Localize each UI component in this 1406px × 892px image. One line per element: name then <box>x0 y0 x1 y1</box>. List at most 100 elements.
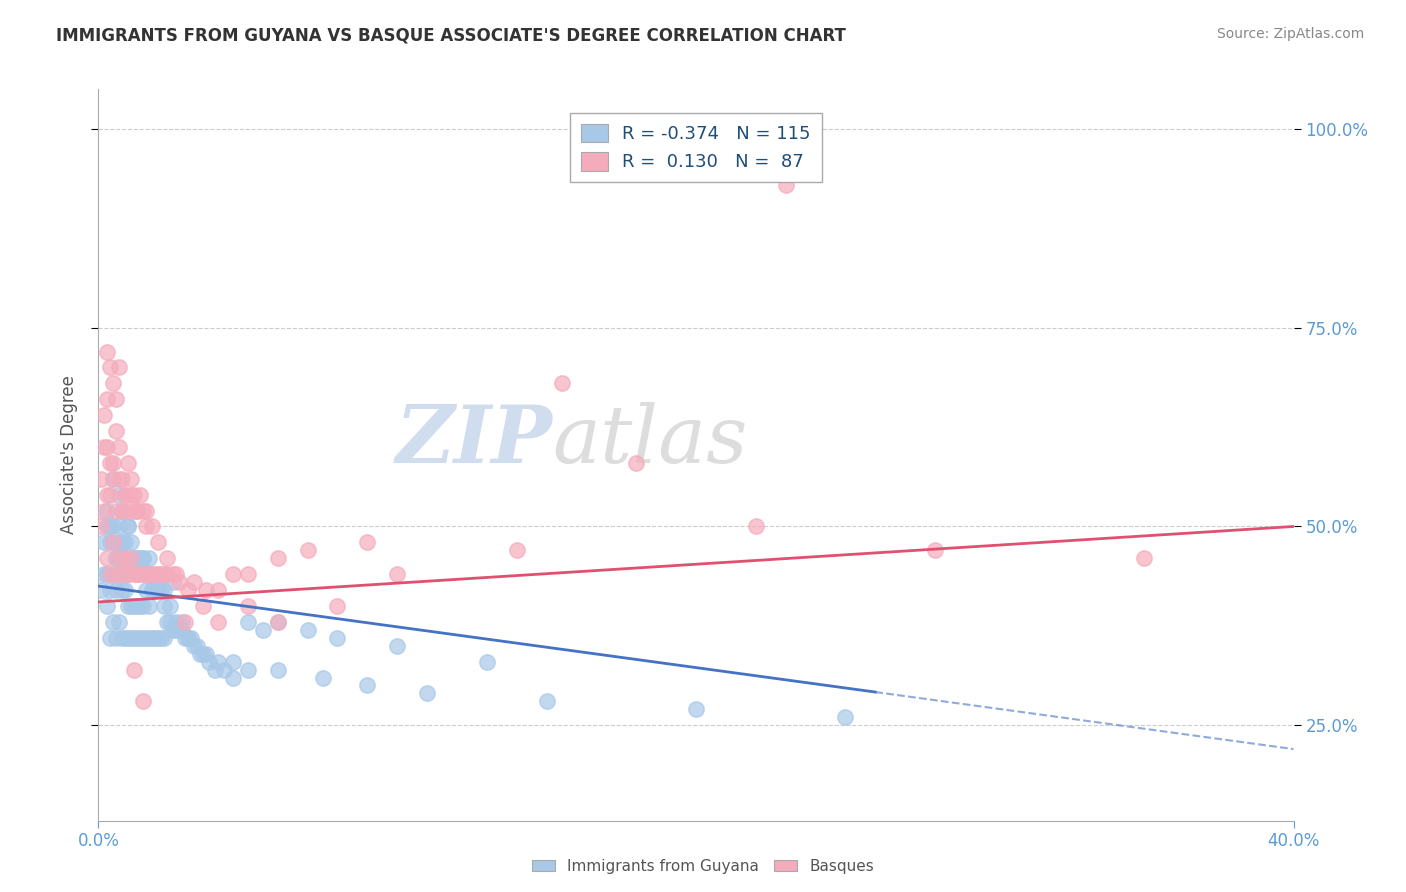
Text: atlas: atlas <box>553 401 748 479</box>
Point <box>120 551 142 566</box>
Point <box>148 535 170 549</box>
Point <box>127 567 149 582</box>
Text: Source: ZipAtlas.com: Source: ZipAtlas.com <box>1216 27 1364 41</box>
Point <box>108 440 131 454</box>
Point <box>111 631 134 645</box>
Point <box>180 631 202 645</box>
Point <box>124 567 146 582</box>
Text: IMMIGRANTS FROM GUYANA VS BASQUE ASSOCIATE'S DEGREE CORRELATION CHART: IMMIGRANTS FROM GUYANA VS BASQUE ASSOCIA… <box>56 27 846 45</box>
Point <box>159 599 181 613</box>
Point <box>204 663 226 677</box>
Point <box>93 440 115 454</box>
Point <box>103 567 125 582</box>
Point <box>114 583 136 598</box>
Point <box>143 567 166 582</box>
Point <box>141 583 163 598</box>
Point <box>98 631 122 645</box>
Point <box>105 551 128 566</box>
Point <box>222 655 245 669</box>
Point <box>267 663 290 677</box>
Point <box>148 583 170 598</box>
Point <box>105 503 128 517</box>
Point <box>536 694 558 708</box>
Point <box>120 472 142 486</box>
Point <box>96 551 118 566</box>
Point <box>117 567 139 582</box>
Point <box>98 567 122 582</box>
Point <box>127 631 149 645</box>
Point <box>267 615 290 629</box>
Point <box>143 583 166 598</box>
Point <box>172 615 194 629</box>
Point <box>108 488 131 502</box>
Point <box>103 615 125 629</box>
Point <box>105 392 128 407</box>
Point <box>150 567 173 582</box>
Point <box>297 623 319 637</box>
Point <box>90 583 112 598</box>
Point <box>96 567 118 582</box>
Point <box>165 567 187 582</box>
Point <box>924 543 946 558</box>
Point <box>108 567 131 582</box>
Point <box>117 503 139 517</box>
Point <box>96 392 118 407</box>
Point <box>117 631 139 645</box>
Point <box>156 551 179 566</box>
Point <box>153 599 176 613</box>
Point <box>105 424 128 438</box>
Point <box>127 503 149 517</box>
Point <box>124 488 146 502</box>
Point <box>90 472 112 486</box>
Point <box>135 503 157 517</box>
Point <box>626 456 648 470</box>
Point <box>117 599 139 613</box>
Point <box>174 631 197 645</box>
Point <box>124 503 146 517</box>
Point <box>111 583 134 598</box>
Point <box>111 472 134 486</box>
Point <box>1133 551 1156 566</box>
Point <box>165 615 187 629</box>
Point <box>127 567 149 582</box>
Point <box>385 639 409 653</box>
Point <box>98 456 122 470</box>
Point <box>120 535 142 549</box>
Point <box>124 551 146 566</box>
Point <box>141 583 163 598</box>
Point <box>138 599 160 613</box>
Point <box>96 519 118 533</box>
Point <box>148 583 170 598</box>
Point <box>267 615 290 629</box>
Point <box>132 567 155 582</box>
Point <box>103 535 125 549</box>
Point <box>114 551 136 566</box>
Point <box>141 631 163 645</box>
Point <box>172 623 194 637</box>
Point <box>111 503 134 517</box>
Point <box>124 631 146 645</box>
Point <box>108 551 131 566</box>
Point <box>159 615 181 629</box>
Point <box>177 631 200 645</box>
Point <box>93 503 115 517</box>
Text: ZIP: ZIP <box>395 401 553 479</box>
Point <box>96 344 118 359</box>
Point <box>105 583 128 598</box>
Point <box>132 631 155 645</box>
Point <box>114 631 136 645</box>
Point <box>834 710 856 724</box>
Point <box>127 503 149 517</box>
Point <box>114 535 136 549</box>
Point <box>96 503 118 517</box>
Point <box>111 567 134 582</box>
Point <box>162 575 184 590</box>
Point <box>96 488 118 502</box>
Point <box>138 551 160 566</box>
Point <box>132 694 155 708</box>
Y-axis label: Associate's Degree: Associate's Degree <box>59 376 77 534</box>
Point <box>188 647 211 661</box>
Point <box>135 567 157 582</box>
Point <box>141 567 163 582</box>
Point <box>236 599 259 613</box>
